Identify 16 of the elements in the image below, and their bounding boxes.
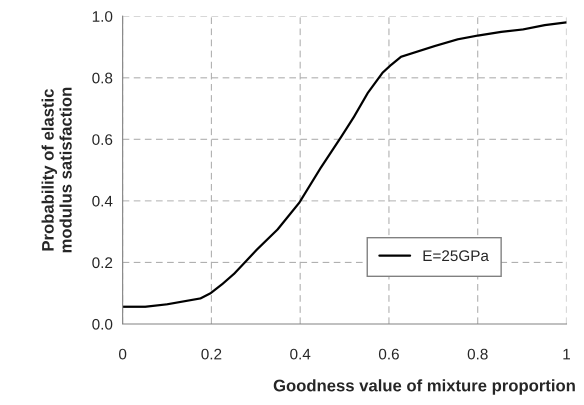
x-axis-title: Goodness value of mixture proportion <box>274 379 575 395</box>
x-tick-label: 0.2 <box>201 348 222 360</box>
y-tick-label: 0.2 <box>92 257 112 268</box>
x-tick-label: 0.6 <box>378 348 399 360</box>
y-tick-label: 1.0 <box>92 11 112 22</box>
x-tick-label: 0 <box>118 348 126 360</box>
y-tick-label: 0.0 <box>92 318 112 330</box>
line-series <box>122 21 566 308</box>
legend-label: E=25GPa <box>423 250 489 262</box>
y-tick-label: 0.6 <box>92 134 112 146</box>
y-axis-title: Probability of elastic modulus satisfaction <box>42 88 72 252</box>
y-tick-label: 0.4 <box>92 196 112 207</box>
x-tick-label: 1 <box>563 348 570 360</box>
x-tick-label: 0.4 <box>290 348 310 360</box>
y-tick-label: 0.8 <box>92 72 112 84</box>
x-tick-label: 0.8 <box>468 348 488 360</box>
